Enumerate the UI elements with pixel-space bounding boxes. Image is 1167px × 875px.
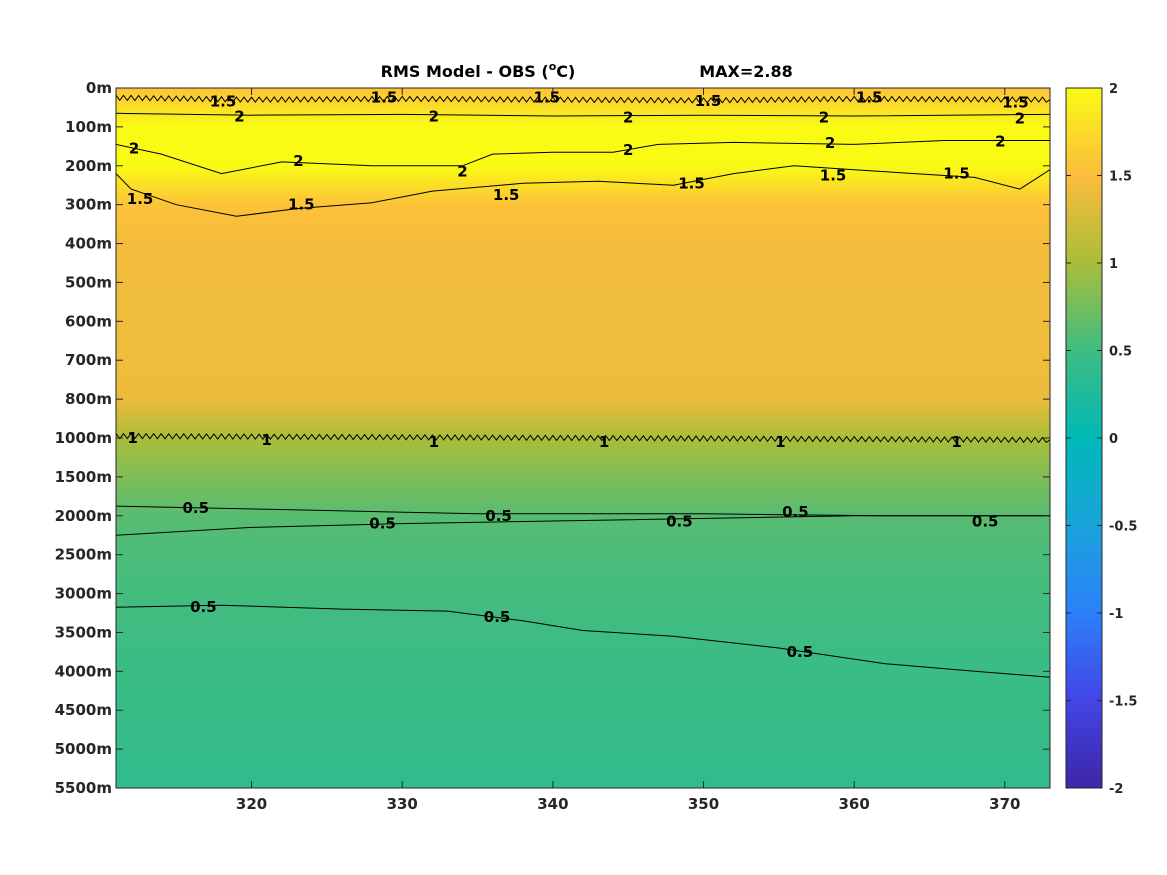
contour-label: 1.5 <box>210 93 237 111</box>
contour-label: 0.5 <box>485 507 512 525</box>
y-tick-label: 200m <box>65 157 112 175</box>
y-tick-label: 2500m <box>55 546 112 564</box>
colorbar-tick-label: -2 <box>1109 782 1123 797</box>
colorbar-tick-label: 2 <box>1109 82 1118 97</box>
colorbar-ticks: 2 1.5 1 0.5 0 -0.5 -1 -1.5 -2 <box>1066 82 1137 797</box>
y-axis: 0m 100m 200m 300m 400m 500m 600m 700m 800m 1000m 1… <box>55 79 1050 797</box>
contour-line <box>116 140 1050 175</box>
y-tick-label: 5500m <box>55 779 112 797</box>
colorbar-tick-label: 0.5 <box>1109 345 1132 360</box>
contour-label: 2 <box>995 133 1005 151</box>
y-tick-label: 700m <box>65 351 112 369</box>
contour-label: 0.5 <box>782 503 809 521</box>
x-axis: 320 330 340 350 360 370 <box>236 88 1020 813</box>
contour-label: 1.5 <box>695 92 722 110</box>
colorbar-tick-label: -1.5 <box>1109 695 1137 710</box>
contour-label: 1.5 <box>127 190 154 208</box>
contour-label: 0.5 <box>369 515 396 533</box>
x-tick-label: 350 <box>688 795 719 813</box>
contour-label: 1.5 <box>820 167 847 185</box>
contour-label: 2 <box>429 107 439 125</box>
contour-label: 2 <box>293 152 303 170</box>
y-tick-label: 0m <box>86 79 112 97</box>
contour-label: 2 <box>819 109 829 127</box>
contour-line <box>116 112 1050 117</box>
y-tick-label: 5000m <box>55 740 112 758</box>
contour-label: 2 <box>825 134 835 152</box>
contour-label: 0.5 <box>484 608 511 626</box>
y-tick-label: 1500m <box>55 468 112 486</box>
contour-label: 0.5 <box>190 598 217 616</box>
x-tick-label: 370 <box>989 795 1020 813</box>
contour-label: 1 <box>261 431 271 449</box>
y-tick-label: 1000m <box>55 429 112 447</box>
contour-label: 2 <box>457 163 467 181</box>
contour-label: 1 <box>775 433 785 451</box>
y-tick-label: 600m <box>65 312 112 330</box>
y-tick-label: 3500m <box>55 623 112 641</box>
contour-label: 2 <box>129 139 139 157</box>
contour-label: 0.5 <box>972 513 999 531</box>
contour-label: 1.5 <box>371 89 398 107</box>
contour-line <box>116 604 1050 678</box>
y-tick-label: 800m <box>65 390 112 408</box>
colorbar-tick-label: 0 <box>1109 432 1118 447</box>
contour-label: 1.5 <box>534 89 561 107</box>
x-tick-label: 360 <box>839 795 870 813</box>
chart-title: RMS Model - OBS (oC) <box>381 60 576 81</box>
contour-label: 1.5 <box>1002 93 1029 111</box>
y-tick-label: 500m <box>65 273 112 291</box>
colorbar <box>1065 87 1103 789</box>
contour-label: 2 <box>1015 109 1025 127</box>
contour-label: 2 <box>623 141 633 159</box>
colorbar-tick-label: -1 <box>1109 607 1123 622</box>
contour-label: 1.5 <box>288 196 315 214</box>
x-tick-label: 330 <box>387 795 418 813</box>
contour-line <box>116 94 1050 104</box>
x-tick-label: 320 <box>236 795 267 813</box>
x-tick-label: 340 <box>537 795 568 813</box>
colorbar-tick-label: 1 <box>1109 257 1118 272</box>
contour-label: 1.5 <box>493 186 520 204</box>
contour-label: 0.5 <box>666 513 693 531</box>
y-tick-label: 300m <box>65 196 112 214</box>
contour-label: 1.5 <box>678 174 705 192</box>
y-tick-label: 100m <box>65 118 112 136</box>
colorbar-tick-label: -0.5 <box>1109 520 1137 535</box>
max-annotation: MAX=2.88 <box>699 62 793 81</box>
contour-label: 2 <box>234 107 244 125</box>
contour-label: 1 <box>951 433 961 451</box>
contour-label: 0.5 <box>183 499 210 517</box>
contour-line <box>116 432 1050 444</box>
contour-label: 2 <box>623 109 633 127</box>
contour-label: 1 <box>599 433 609 451</box>
y-tick-label: 3000m <box>55 585 112 603</box>
y-tick-label: 4000m <box>55 662 112 680</box>
contour-label: 1 <box>127 429 137 447</box>
contour-lines <box>116 94 1050 678</box>
y-tick-label: 400m <box>65 235 112 253</box>
y-tick-label: 2000m <box>55 507 112 525</box>
contour-label: 1.5 <box>943 165 970 183</box>
contour-label: 0.5 <box>787 643 814 661</box>
contour-line <box>116 165 1050 217</box>
contour-line <box>116 515 1050 536</box>
colorbar-tick-label: 1.5 <box>1109 170 1132 185</box>
contour-label: 1 <box>429 433 439 451</box>
contour-label: 1.5 <box>856 89 883 107</box>
y-tick-label: 4500m <box>55 701 112 719</box>
